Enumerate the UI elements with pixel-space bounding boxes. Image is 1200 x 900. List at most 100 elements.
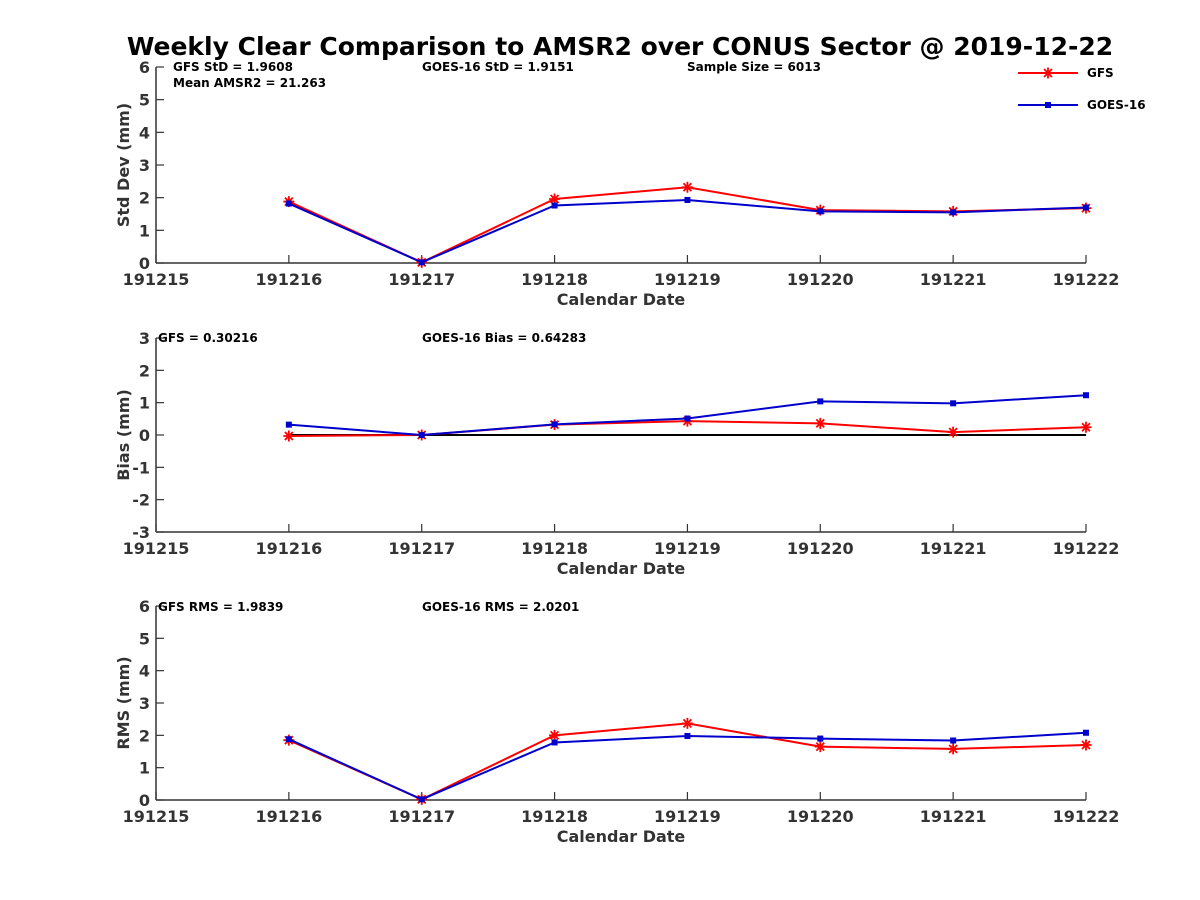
- y-tick-label: 5: [139, 629, 150, 648]
- point-p2-s1-0: [285, 736, 292, 743]
- point-p1-s0-6: [1080, 421, 1092, 433]
- annotation: GOES-16 Bias = 0.64283: [422, 331, 586, 345]
- x-axis-label: Calendar Date: [557, 827, 686, 846]
- point-p0-s1-4: [817, 208, 824, 215]
- y-tick-label: 0: [139, 426, 150, 445]
- x-tick-label: 191219: [654, 270, 721, 289]
- x-tick-label: 191215: [123, 807, 190, 826]
- x-tick-label: 191221: [920, 270, 987, 289]
- x-tick-label: 191221: [920, 539, 987, 558]
- legend-entry-goes-16: GOES-16: [1018, 98, 1146, 112]
- point-p2-s0-3: [681, 717, 693, 729]
- x-axis-label: Calendar Date: [557, 559, 686, 578]
- legend-label: GOES-16: [1087, 98, 1146, 112]
- point-p1-s0-0: [283, 430, 295, 442]
- panel-2: -3 -2 -1 0 1 2 3 191215 191216 191217 191218 191219…: [114, 329, 1119, 578]
- annotation: GFS = 0.30216: [158, 331, 258, 345]
- x-tick-label: 191222: [1053, 270, 1120, 289]
- point-pleg-s0-0: [1042, 67, 1054, 79]
- y-tick-label: 6: [139, 58, 150, 77]
- point-p1-s1-6: [1083, 392, 1089, 399]
- y-tick-label: 3: [139, 694, 150, 713]
- point-p2-s0-2: [549, 729, 561, 741]
- point-p0-s1-6: [1083, 204, 1089, 211]
- y-tick-label: 5: [139, 91, 150, 110]
- point-p1-s0-5: [947, 426, 959, 438]
- annotation: Mean AMSR2 = 21.263: [173, 76, 326, 90]
- x-tick-label: 191217: [388, 539, 455, 558]
- series-goes-16: [285, 196, 1089, 266]
- y-tick-label: 4: [139, 662, 150, 681]
- x-tick-label: 191217: [388, 270, 455, 289]
- point-p0-s0-2: [549, 193, 561, 205]
- y-tick-label: 4: [139, 123, 150, 142]
- point-p0-s1-2: [551, 202, 558, 209]
- x-tick-label: 191215: [123, 270, 190, 289]
- x-tick-label: 191216: [255, 270, 322, 289]
- annotation: GFS RMS = 1.9839: [158, 600, 283, 614]
- x-tick-label: 191218: [521, 270, 588, 289]
- point-p0-s1-3: [684, 196, 691, 203]
- y-tick-label: 0: [139, 254, 150, 273]
- series-line: [288, 198, 1087, 264]
- y-tick-label: 0: [139, 791, 150, 810]
- y-tick-label: -1: [132, 458, 150, 477]
- y-tick-label: 3: [139, 156, 150, 175]
- y-axis-label: RMS (mm): [114, 656, 133, 749]
- legend-label: GFS: [1087, 66, 1114, 80]
- point-p2-s1-4: [817, 735, 824, 742]
- y-tick-label: 2: [139, 361, 150, 380]
- panels: 0 1 2 3 4 5 6 191215 191216 191217 191218 191219 191…: [114, 58, 1119, 846]
- x-tick-label: 191220: [787, 539, 854, 558]
- point-p2-s0-4: [814, 741, 826, 753]
- y-tick-label: 6: [139, 597, 150, 616]
- series-line: [288, 394, 1087, 437]
- x-tick-label: 191215: [123, 539, 190, 558]
- point-p1-s1-1: [418, 432, 425, 438]
- x-tick-label: 191222: [1053, 539, 1120, 558]
- annotation: GOES-16 StD = 1.9151: [422, 60, 574, 74]
- point-p1-s1-3: [684, 415, 691, 422]
- series-line: [288, 731, 1087, 801]
- annotation: Sample Size = 6013: [687, 60, 821, 74]
- panel-1: 0 1 2 3 4 5 6 191215 191216 191217 191218 191219 191…: [114, 58, 1119, 309]
- x-tick-label: 191218: [521, 539, 588, 558]
- chart-title: Weekly Clear Comparison to AMSR2 over CO…: [127, 32, 1113, 61]
- annotation: GOES-16 RMS = 2.0201: [422, 600, 579, 614]
- x-tick-label: 191218: [521, 807, 588, 826]
- point-p2-s1-5: [950, 737, 957, 744]
- y-tick-label: 2: [139, 726, 150, 745]
- x-tick-label: 191219: [654, 807, 721, 826]
- series-goes-16: [285, 729, 1089, 803]
- y-tick-label: 1: [139, 759, 150, 778]
- point-p2-s1-3: [684, 732, 691, 739]
- x-tick-label: 191216: [255, 539, 322, 558]
- x-tick-label: 191220: [787, 270, 854, 289]
- point-p1-s0-4: [814, 417, 826, 429]
- y-tick-label: 3: [139, 329, 150, 348]
- y-tick-label: 1: [139, 221, 150, 240]
- point-p2-s0-5: [947, 743, 959, 755]
- point-p1-s1-5: [950, 400, 957, 407]
- x-tick-label: 191217: [388, 807, 455, 826]
- series-goes-16: [285, 392, 1089, 438]
- panel-3: 0 1 2 3 4 5 6 191215 191216 191217 191218 191219 191…: [114, 597, 1119, 846]
- legend-entry-gfs: GFS: [1018, 66, 1114, 80]
- point-p0-s1-1: [418, 259, 425, 266]
- y-axis-label: Bias (mm): [114, 389, 133, 481]
- point-p2-s0-6: [1080, 739, 1092, 751]
- point-p0-s1-5: [950, 209, 957, 216]
- point-p0-s0-3: [681, 181, 693, 193]
- x-tick-label: 191216: [255, 807, 322, 826]
- y-axis-label: Std Dev (mm): [114, 103, 133, 227]
- point-p0-s1-0: [285, 200, 292, 207]
- x-tick-label: 191219: [654, 539, 721, 558]
- y-tick-label: 1: [139, 394, 150, 413]
- x-axis-label: Calendar Date: [557, 290, 686, 309]
- point-p2-s1-6: [1083, 729, 1089, 736]
- point-p1-s1-2: [551, 421, 558, 428]
- y-tick-label: -2: [132, 491, 150, 510]
- annotation: GFS StD = 1.9608: [173, 60, 293, 74]
- x-tick-label: 191221: [920, 807, 987, 826]
